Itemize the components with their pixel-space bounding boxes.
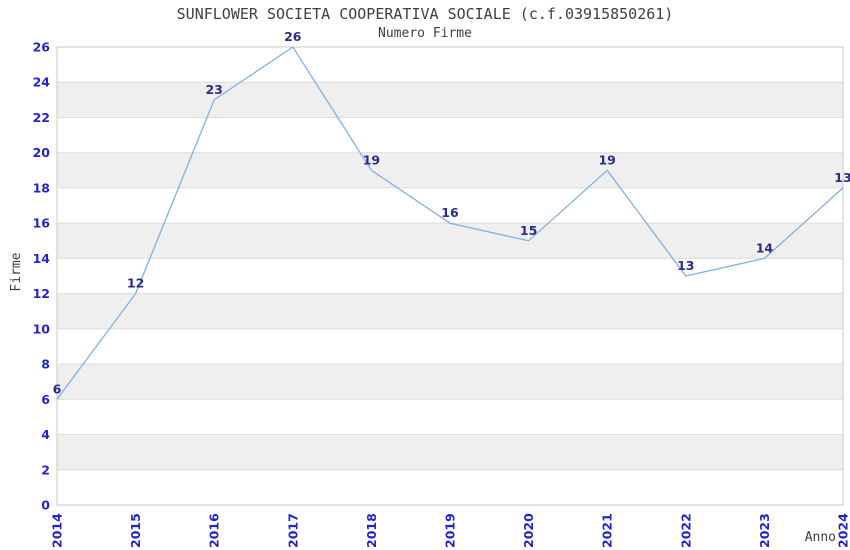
x-tick-label: 2019 bbox=[443, 513, 458, 548]
y-tick-label: 8 bbox=[41, 357, 50, 372]
y-tick-label: 20 bbox=[33, 145, 51, 160]
point-label: 23 bbox=[205, 82, 222, 97]
point-label: 15 bbox=[520, 223, 537, 238]
x-tick-label: 2024 bbox=[836, 513, 850, 548]
y-tick-label: 24 bbox=[33, 75, 51, 90]
x-tick-label: 2021 bbox=[600, 513, 615, 548]
x-tick-label: 2018 bbox=[364, 513, 379, 548]
y-tick-label: 14 bbox=[33, 251, 51, 266]
plot-band bbox=[57, 293, 843, 329]
plot-border bbox=[56, 46, 844, 506]
point-label: 19 bbox=[363, 152, 380, 167]
x-tick-label: 2020 bbox=[521, 513, 536, 548]
plot-band bbox=[57, 82, 843, 118]
point-label: 12 bbox=[127, 276, 144, 291]
point-label: 16 bbox=[441, 205, 459, 220]
y-tick-label: 12 bbox=[33, 286, 50, 301]
y-axis-label: Firme bbox=[9, 252, 24, 291]
y-tick-label: 4 bbox=[41, 427, 50, 442]
point-label: 13 bbox=[834, 170, 850, 185]
y-tick-label: 2 bbox=[41, 462, 50, 477]
chart-title: SUNFLOWER SOCIETA COOPERATIVA SOCIALE (c… bbox=[176, 5, 674, 23]
x-axis-label: Anno bbox=[805, 530, 836, 545]
point-label: 26 bbox=[284, 29, 302, 44]
x-tick-label: 2023 bbox=[757, 513, 772, 548]
point-label: 13 bbox=[677, 258, 694, 273]
point-label: 14 bbox=[756, 240, 774, 255]
series-line bbox=[56, 46, 844, 400]
plot-band bbox=[57, 223, 843, 259]
point-label: 6 bbox=[53, 381, 62, 396]
x-tick-label: 2016 bbox=[207, 513, 222, 548]
plot-band bbox=[57, 152, 843, 188]
x-tick-label: 2017 bbox=[285, 513, 300, 548]
y-tick-label: 26 bbox=[33, 40, 51, 55]
y-tick-label: 18 bbox=[33, 180, 50, 195]
y-tick-label: 0 bbox=[41, 498, 50, 513]
y-tick-label: 16 bbox=[33, 216, 51, 231]
point-label: 19 bbox=[598, 152, 615, 167]
y-tick-label: 22 bbox=[33, 110, 50, 125]
plot-band bbox=[57, 434, 843, 470]
y-tick-label: 6 bbox=[41, 392, 50, 407]
x-tick-label: 2015 bbox=[128, 513, 143, 548]
x-tick-label: 2014 bbox=[50, 513, 65, 548]
chart-subtitle: Numero Firme bbox=[378, 26, 472, 41]
plot-band bbox=[57, 364, 843, 400]
x-tick-label: 2022 bbox=[678, 513, 693, 548]
y-tick-label: 10 bbox=[33, 321, 51, 336]
